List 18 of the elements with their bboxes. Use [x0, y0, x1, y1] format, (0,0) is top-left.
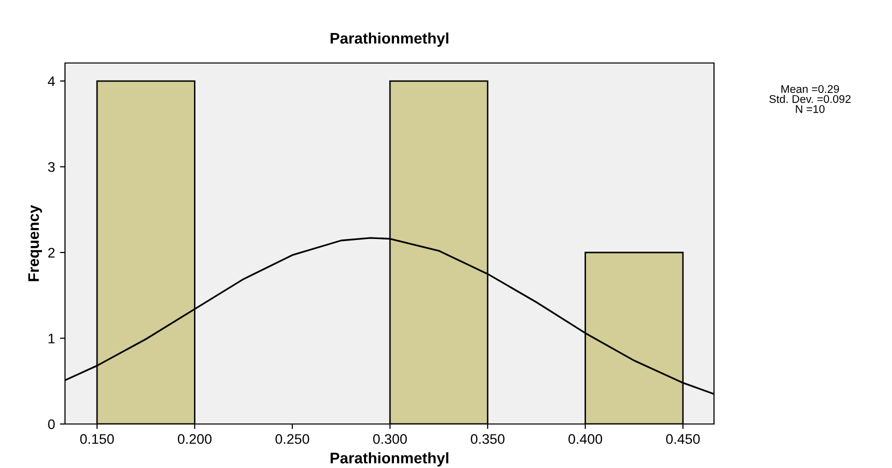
y-axis-title: Frequency	[28, 204, 42, 282]
x-tick-label: 0.400	[568, 434, 602, 444]
x-tick-label: 0.450	[666, 434, 700, 444]
y-tick-label: 4	[48, 76, 55, 86]
x-tick-label: 0.150	[80, 434, 114, 444]
y-tick-label: 1	[48, 334, 55, 344]
y-tick-label: 0	[48, 419, 55, 430]
text: Std. Dev. =0.092	[769, 94, 851, 103]
x-tick-label: 0.200	[178, 434, 212, 444]
x-tick-label: 0.300	[373, 434, 407, 444]
text: N =10	[796, 105, 825, 113]
text: Mean =0.29	[781, 85, 839, 93]
x-tick-label: 0.250	[276, 434, 310, 444]
x-axis-title: Parathionmethyl	[330, 452, 448, 466]
y-tick-label: 2	[48, 248, 55, 258]
x-tick-label: 0.350	[470, 434, 504, 444]
y-tick-label: 3	[48, 162, 55, 172]
chart-title: Parathionmethyl	[330, 32, 448, 47]
